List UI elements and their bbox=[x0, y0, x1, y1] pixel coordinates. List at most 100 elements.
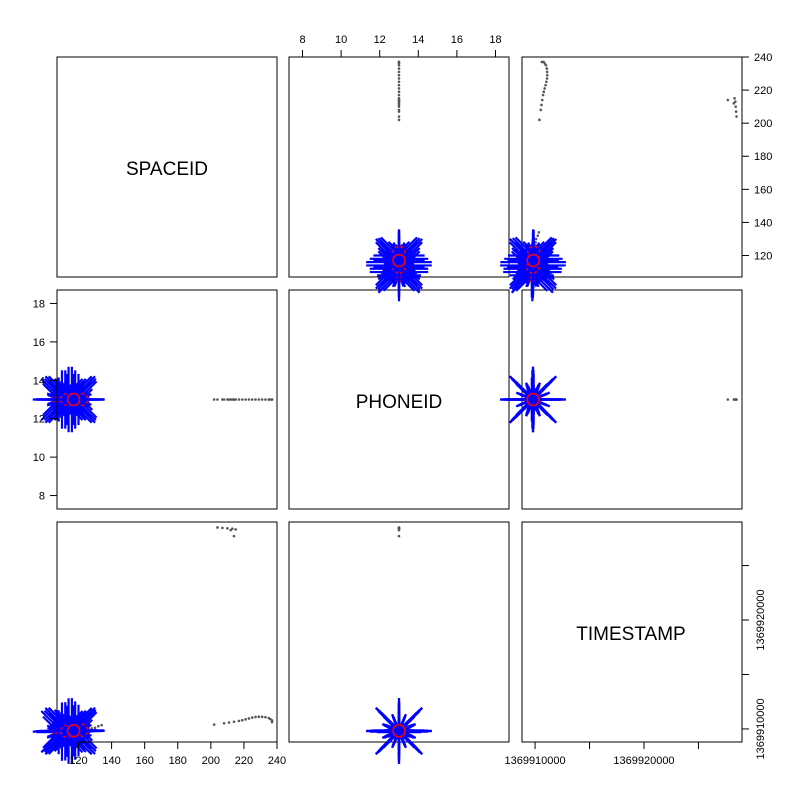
data-point bbox=[397, 93, 401, 97]
y-tick-label-spaceid: 220 bbox=[754, 85, 772, 97]
data-point bbox=[726, 98, 730, 102]
y-tick-label-phoneid: 12 bbox=[33, 414, 45, 426]
diag-label-phoneid: PHONEID bbox=[356, 392, 443, 413]
data-point bbox=[397, 115, 401, 118]
data-point bbox=[397, 90, 401, 94]
data-point bbox=[545, 80, 548, 84]
x-tick-label-spaceid: 160 bbox=[135, 755, 153, 767]
data-point bbox=[264, 715, 267, 719]
data-point bbox=[726, 398, 730, 401]
data-point bbox=[540, 98, 544, 102]
sunflower-center bbox=[526, 253, 540, 268]
data-point bbox=[254, 398, 257, 401]
x-tick-label-phoneid: 14 bbox=[412, 34, 424, 46]
data-point bbox=[534, 237, 538, 241]
data-point bbox=[545, 77, 549, 80]
data-point bbox=[222, 721, 226, 725]
data-point bbox=[240, 718, 244, 722]
data-point bbox=[397, 98, 401, 102]
data-point bbox=[257, 715, 261, 719]
data-point bbox=[545, 67, 549, 70]
y-tick-label-timestamp: 1369920000 bbox=[755, 589, 767, 650]
data-point bbox=[229, 398, 232, 401]
data-point bbox=[97, 724, 100, 728]
diag-label-timestamp: TIMESTAMP bbox=[576, 624, 685, 645]
data-point bbox=[232, 534, 236, 538]
data-point bbox=[244, 398, 247, 401]
data-point bbox=[250, 716, 254, 719]
data-point bbox=[270, 720, 274, 724]
data-point bbox=[397, 83, 401, 87]
data-point bbox=[537, 231, 541, 234]
data-point bbox=[90, 727, 94, 730]
data-point bbox=[254, 715, 257, 719]
data-point bbox=[397, 80, 401, 84]
data-point bbox=[226, 398, 229, 401]
x-tick-label-spaceid: 200 bbox=[202, 755, 220, 767]
data-point bbox=[397, 70, 401, 74]
x-tick-label-phoneid: 16 bbox=[451, 34, 463, 46]
data-point bbox=[264, 398, 267, 401]
sunflower-petal bbox=[385, 254, 413, 267]
data-point bbox=[540, 103, 543, 107]
data-point bbox=[212, 398, 216, 401]
y-tick-label-spaceid: 240 bbox=[754, 52, 772, 64]
y-tick-label-phoneid: 16 bbox=[33, 337, 45, 349]
y-tick-label-spaceid: 180 bbox=[754, 151, 772, 163]
data-point bbox=[93, 726, 97, 730]
data-point bbox=[534, 240, 537, 244]
data-point bbox=[397, 528, 401, 532]
sunflower-center bbox=[66, 392, 81, 407]
data-point bbox=[397, 102, 401, 105]
diag-label-spaceid: SPACEID bbox=[126, 159, 208, 180]
data-point bbox=[544, 83, 547, 87]
data-point bbox=[270, 398, 274, 401]
data-point bbox=[260, 715, 264, 719]
y-tick-label-spaceid: 120 bbox=[754, 250, 772, 262]
data-point bbox=[397, 77, 401, 80]
data-point bbox=[240, 398, 244, 401]
sunflower-center bbox=[392, 253, 406, 268]
sunflower-petal bbox=[385, 724, 413, 738]
data-point bbox=[542, 90, 546, 94]
sunflower-petal bbox=[519, 393, 547, 406]
sunflower-glyph bbox=[373, 234, 425, 287]
data-point bbox=[260, 398, 264, 401]
x-tick-label-spaceid: 240 bbox=[268, 755, 286, 767]
data-point bbox=[216, 398, 219, 401]
data-point bbox=[234, 528, 237, 531]
data-point bbox=[237, 719, 241, 723]
data-point bbox=[221, 398, 224, 401]
data-point bbox=[734, 110, 738, 113]
x-tick-label-phoneid: 18 bbox=[489, 34, 501, 46]
data-point bbox=[229, 528, 232, 532]
data-point bbox=[212, 723, 216, 726]
y-tick-label-phoneid: 18 bbox=[33, 298, 45, 310]
y-tick-label-phoneid: 14 bbox=[33, 375, 45, 387]
data-point bbox=[734, 100, 737, 103]
x-tick-label-phoneid: 8 bbox=[299, 34, 305, 46]
x-tick-label-timestamp: 1369920000 bbox=[613, 755, 674, 767]
sunflower-glyph bbox=[47, 373, 100, 426]
data-point bbox=[732, 102, 736, 105]
y-tick-label-spaceid: 140 bbox=[754, 217, 772, 229]
x-tick-label-spaceid: 120 bbox=[69, 755, 87, 767]
data-point bbox=[735, 115, 738, 118]
y-tick-label-phoneid: 10 bbox=[33, 452, 45, 464]
sunflower-glyph bbox=[507, 373, 559, 426]
data-point bbox=[543, 87, 546, 90]
panel-frame-0-0 bbox=[56, 56, 278, 278]
data-point bbox=[397, 110, 401, 113]
sunflower-glyph bbox=[507, 234, 559, 287]
data-point bbox=[221, 526, 224, 530]
data-point bbox=[216, 526, 219, 529]
sunflower-petal bbox=[60, 393, 87, 406]
sunflower-petal bbox=[519, 254, 547, 267]
data-point bbox=[545, 73, 549, 77]
data-point bbox=[397, 60, 401, 64]
data-point bbox=[257, 398, 261, 401]
data-point bbox=[397, 105, 401, 108]
sunflower-center bbox=[392, 724, 406, 738]
sunflower-center bbox=[526, 392, 540, 407]
